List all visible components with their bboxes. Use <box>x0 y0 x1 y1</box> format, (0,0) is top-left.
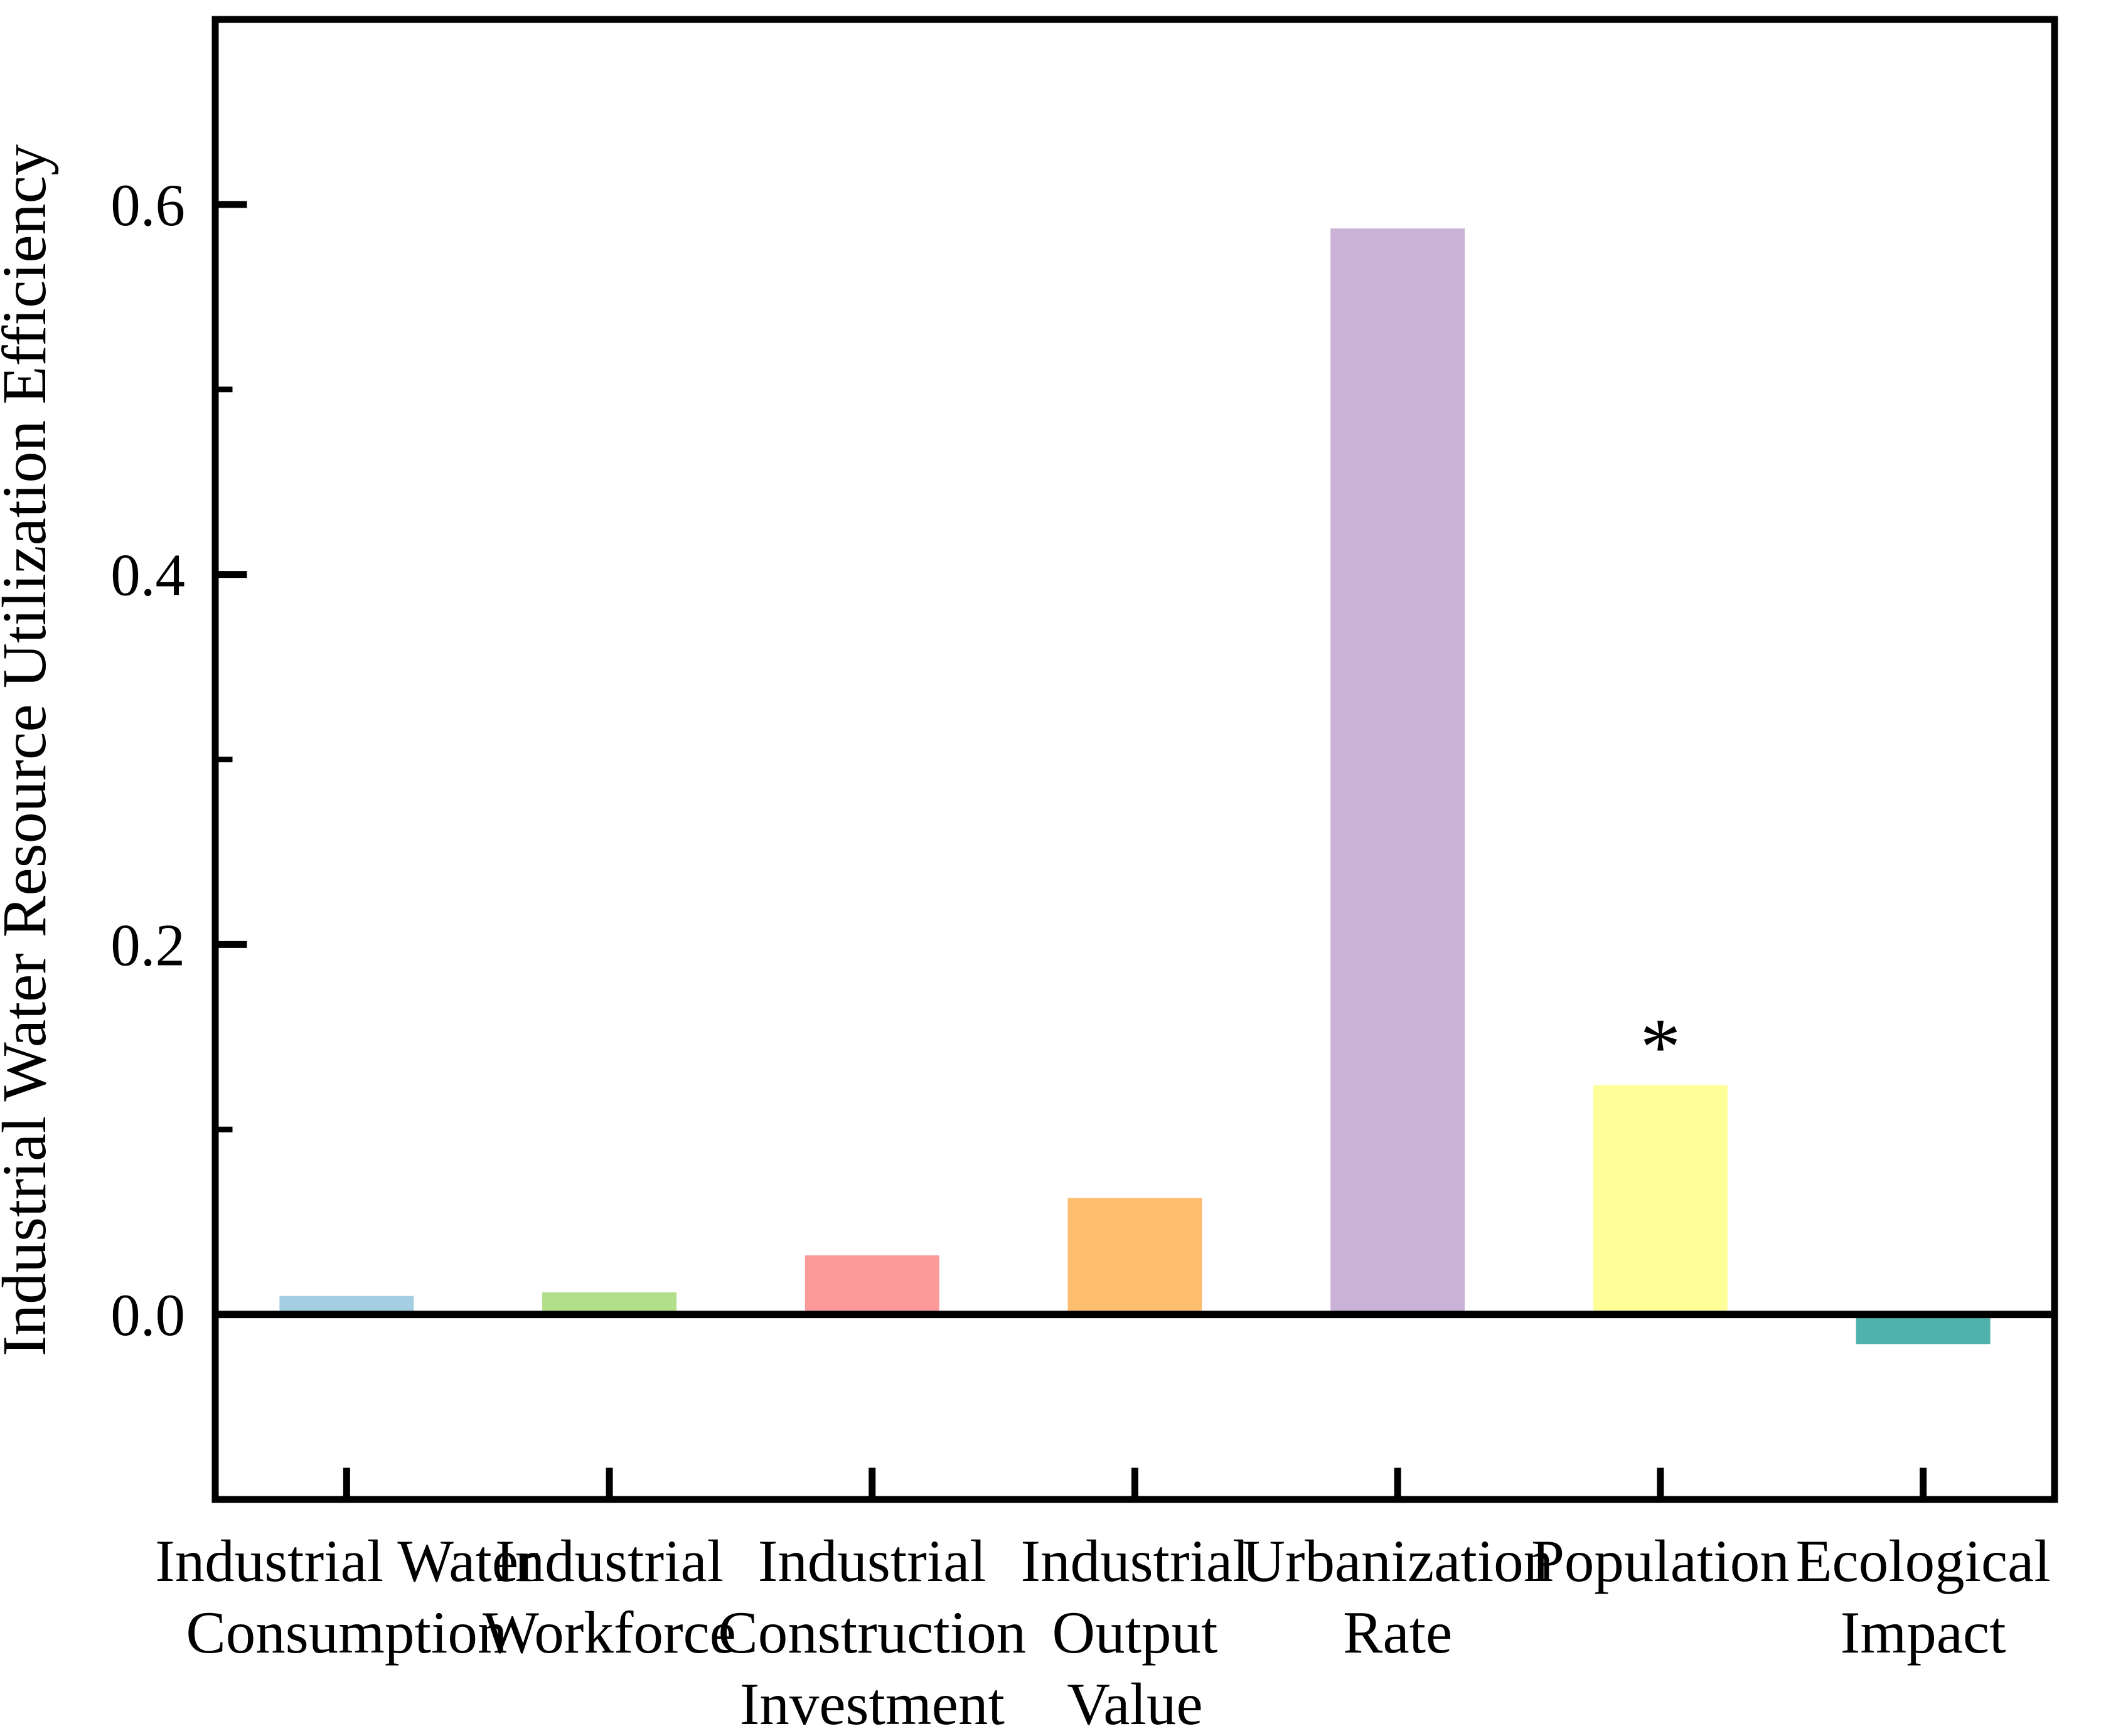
bar-urbanization-rate <box>1330 228 1465 1315</box>
x-tick-label-line: Output <box>1052 1599 1218 1666</box>
x-tick-label-industrial-construction-investment: Industrial Construction Investment <box>718 1528 1026 1736</box>
x-tick-label-line: Urbanization <box>1242 1528 1553 1594</box>
bar-industrial-output-value <box>1067 1198 1202 1315</box>
x-tick-label-line: Industrial <box>1020 1528 1249 1594</box>
x-tick-label-population: Population <box>1531 1528 1790 1594</box>
x-tick-label-line: Workforce <box>483 1599 736 1666</box>
plot-box <box>211 16 2058 1503</box>
x-tick-label-line: Rate <box>1343 1599 1452 1666</box>
bars-layer <box>279 228 1991 1345</box>
bar-ecological-impact <box>1856 1314 1991 1345</box>
x-tick-label-industrial-water-consumption: Industrial Water Consumption <box>155 1528 538 1666</box>
x-tick-label-industrial-workforce: Industrial Workforce <box>483 1528 736 1666</box>
x-tick-label-line: Industrial <box>758 1528 986 1594</box>
bar-industrial-construction-investment <box>804 1255 939 1315</box>
y-tick-label: 0.2 <box>110 912 185 978</box>
x-tick-label-line: Investment <box>740 1671 1005 1736</box>
x-tick-label-line: Industrial <box>495 1528 724 1594</box>
x-tick-label-line: Construction <box>718 1599 1026 1666</box>
y-tick-label: 0.6 <box>110 172 185 238</box>
x-tick-label-line: Population <box>1531 1528 1790 1594</box>
x-tick-label-line: Impact <box>1841 1599 2006 1666</box>
y-tick-label: 0.0 <box>110 1282 185 1348</box>
x-tick-label-urbanization-rate: Urbanization Rate <box>1242 1528 1553 1666</box>
x-tick-label-line: Ecological <box>1796 1528 2051 1594</box>
significance-asterisk: * <box>1640 1002 1681 1092</box>
x-tick-label-industrial-output-value: Industrial Output Value <box>1020 1528 1249 1736</box>
y-axis-title: Industrial Water Resource Utilization Ef… <box>0 144 59 1356</box>
bar-population <box>1593 1085 1728 1315</box>
y-tick-label: 0.4 <box>110 542 185 609</box>
x-tick-label-line: Value <box>1067 1671 1202 1736</box>
x-tick-label-line: Consumption <box>186 1599 507 1666</box>
x-tick-label-line: Industrial Water <box>155 1528 538 1594</box>
axes-layer <box>211 16 2058 1503</box>
x-tick-label-ecological-impact: Ecological Impact <box>1796 1528 2051 1666</box>
